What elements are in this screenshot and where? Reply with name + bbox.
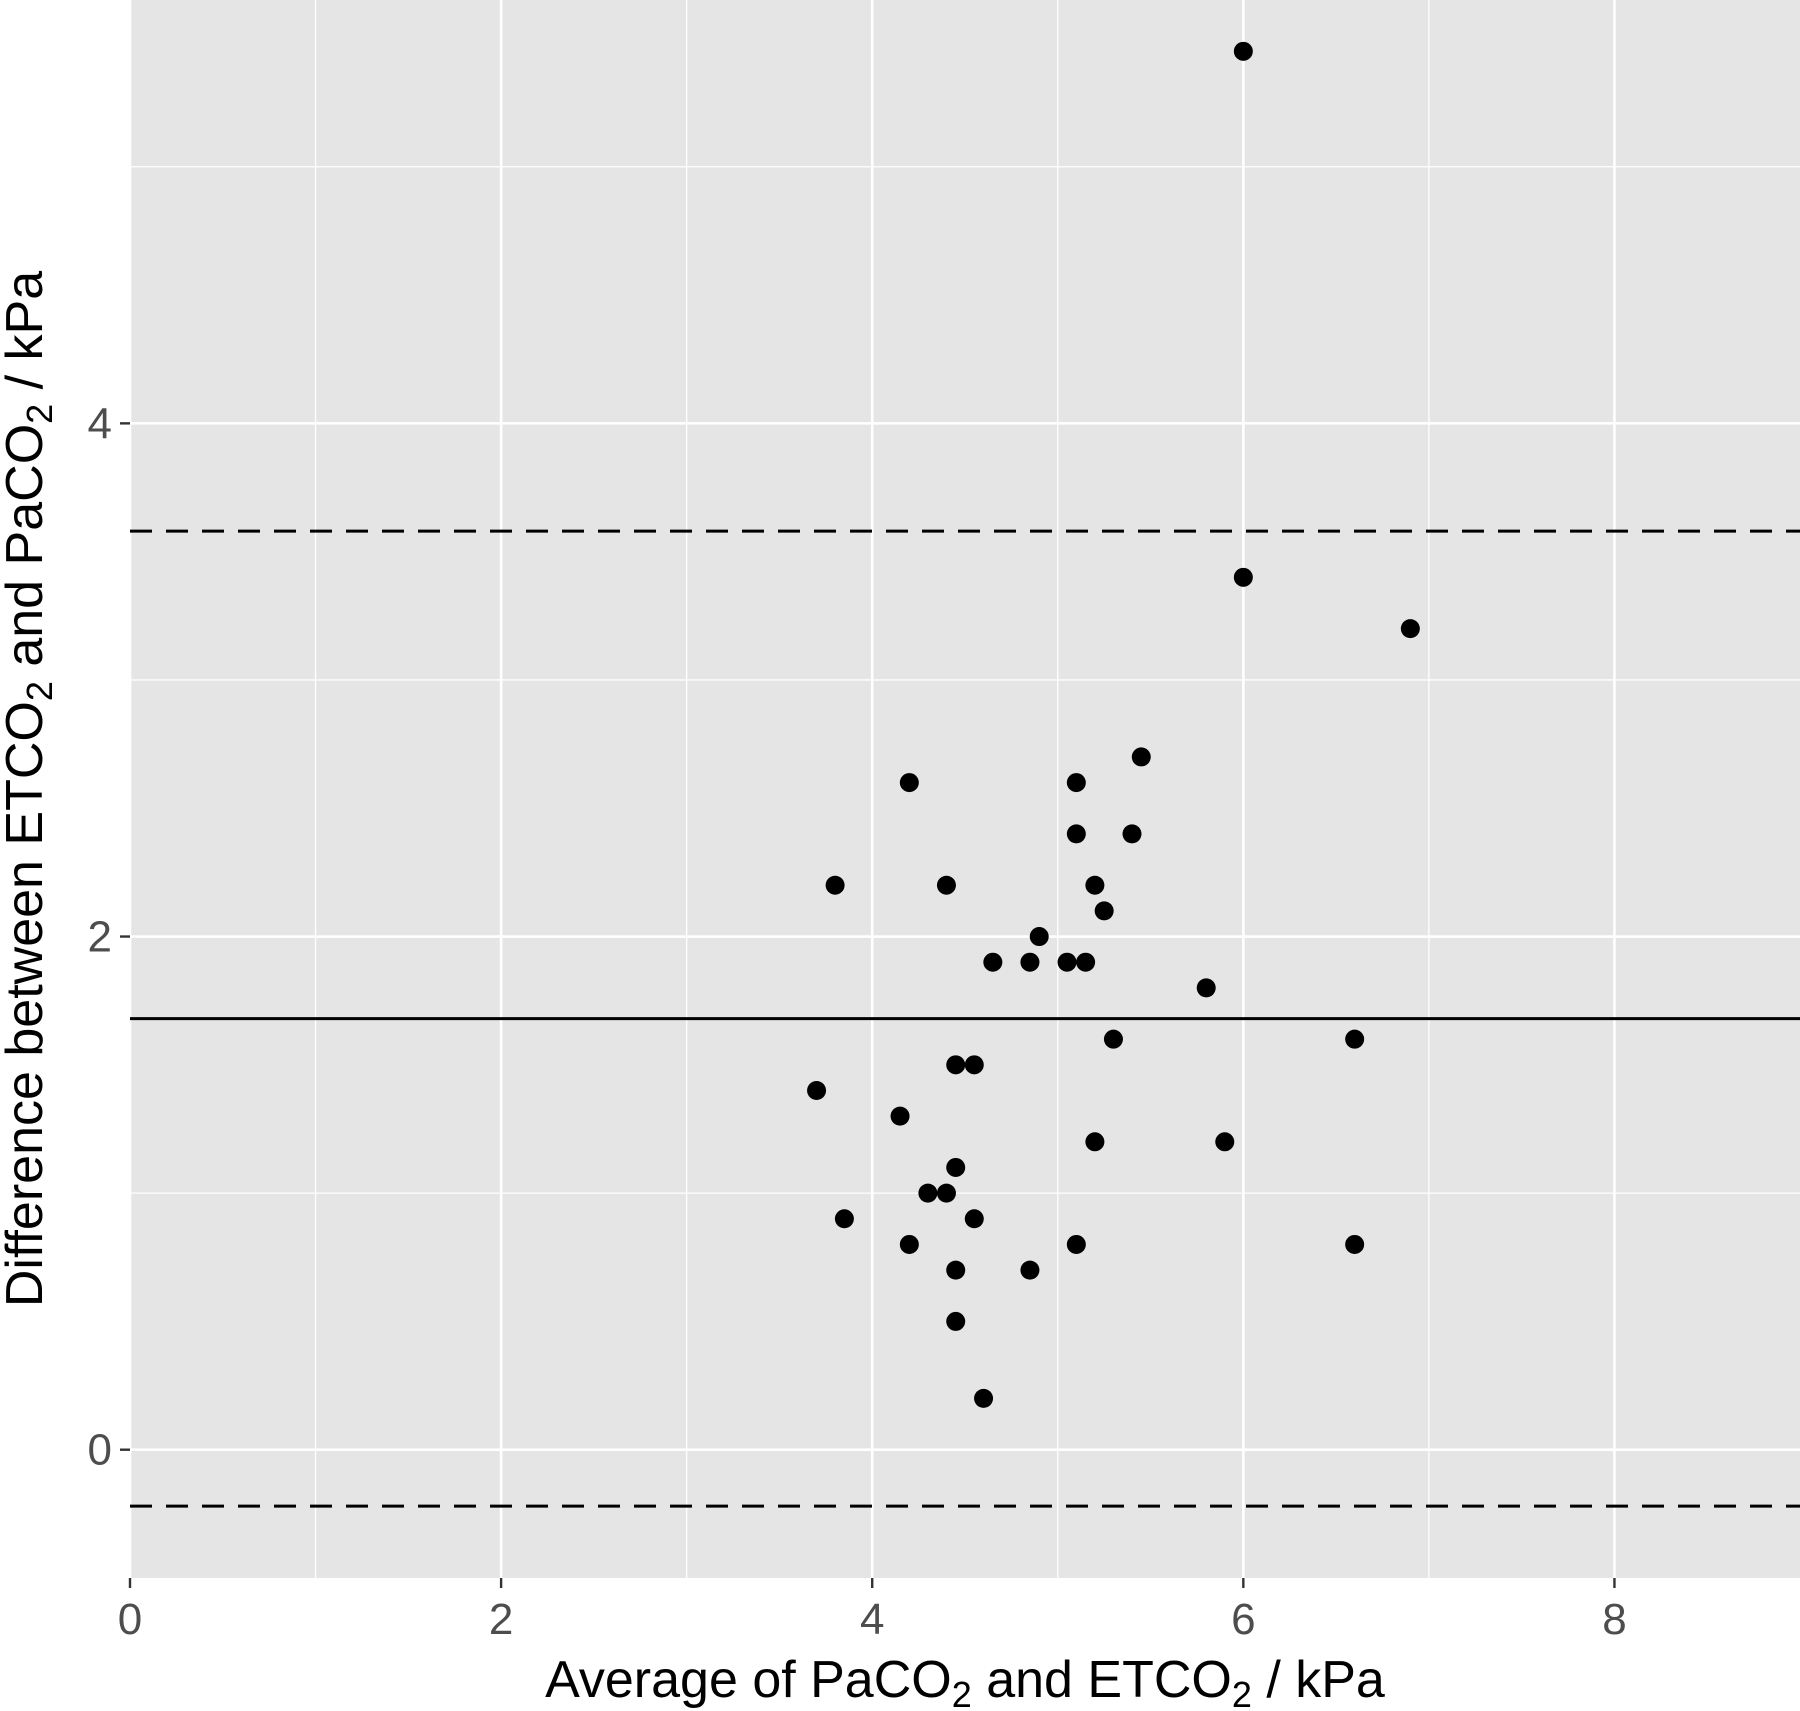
x-axis-title-segment: and ETCO [972, 1651, 1232, 1709]
y-axis: 0 2 4 [88, 399, 130, 1475]
x-tick-label: 8 [1602, 1595, 1626, 1644]
y-axis-title: Difference between ETCO2 and PaCO2 / kPa [0, 271, 60, 1307]
data-point [1029, 927, 1049, 947]
data-point [1196, 978, 1216, 998]
data-point [1085, 1132, 1105, 1152]
data-point [1020, 1260, 1040, 1280]
data-point [1094, 901, 1114, 921]
y-tick-label: 0 [88, 1426, 112, 1475]
data-point [946, 1157, 966, 1177]
data-point [1233, 567, 1253, 587]
major-gridlines [128, 0, 1800, 1578]
data-point [946, 1311, 966, 1331]
data-point [1066, 773, 1086, 793]
data-point [1103, 1029, 1123, 1049]
data-point [807, 1080, 827, 1100]
x-tick-label: 0 [118, 1595, 142, 1644]
data-point [834, 1209, 854, 1229]
x-axis-title-subscript: 2 [952, 1674, 972, 1711]
data-point [1076, 952, 1096, 972]
data-point [1345, 1234, 1365, 1254]
x-axis: 0 2 4 6 8 [118, 1578, 1627, 1644]
data-point [890, 1106, 910, 1126]
plot-panel [130, 0, 1800, 1578]
data-point [1400, 619, 1420, 639]
data-point [946, 1055, 966, 1075]
data-points [807, 41, 1420, 1408]
x-axis-title: Average of PaCO2 and ETCO2 / kPa [545, 1651, 1385, 1711]
x-axis-title-segment: / kPa [1252, 1651, 1385, 1709]
data-point [1345, 1029, 1365, 1049]
data-point [936, 875, 956, 895]
data-point [825, 875, 845, 895]
y-axis-title-segment: Difference between ETCO [0, 701, 54, 1307]
data-point [964, 1209, 984, 1229]
minor-gridlines [130, 0, 1800, 1578]
y-axis-title-segment: and PaCO [0, 424, 54, 681]
data-point [936, 1183, 956, 1203]
data-point [1085, 875, 1105, 895]
data-point [983, 952, 1003, 972]
x-tick-label: 4 [860, 1595, 884, 1644]
y-axis-title-subscript: 2 [19, 681, 60, 701]
data-point [1020, 952, 1040, 972]
data-point [974, 1388, 994, 1408]
y-axis-title-segment: / kPa [0, 271, 54, 404]
y-tick-label: 2 [88, 913, 112, 962]
x-tick-label: 6 [1231, 1595, 1255, 1644]
data-point [1122, 824, 1142, 844]
data-point [964, 1055, 984, 1075]
reference-lines [130, 529, 1800, 1508]
y-tick-label: 4 [88, 399, 112, 448]
x-axis-title-subscript: 2 [1232, 1674, 1252, 1711]
x-axis-title-segment: Average of PaCO [545, 1651, 952, 1709]
data-point [1066, 824, 1086, 844]
data-point [1131, 747, 1151, 767]
data-point [1057, 952, 1077, 972]
data-point [1066, 1234, 1086, 1254]
data-point [918, 1183, 938, 1203]
x-tick-label: 2 [489, 1595, 513, 1644]
data-point [899, 773, 919, 793]
data-point [946, 1260, 966, 1280]
data-point [899, 1234, 919, 1254]
y-axis-title-subscript: 2 [19, 404, 60, 424]
data-point [1233, 41, 1253, 61]
data-point [1215, 1132, 1235, 1152]
